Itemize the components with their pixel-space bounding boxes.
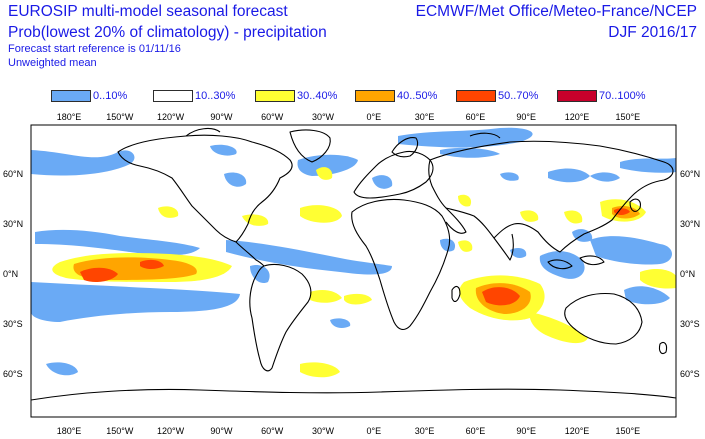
lat-label-left: 60°N	[3, 169, 23, 179]
lat-label-left: 60°S	[3, 369, 23, 379]
legend-label: 70..100%	[599, 90, 646, 102]
lon-label-bottom: 150°E	[615, 426, 640, 436]
lat-label-right: 30°N	[680, 219, 700, 229]
lon-label-top: 90°E	[516, 112, 536, 122]
lon-label-bottom: 30°W	[312, 426, 335, 436]
lon-label-top: 90°W	[210, 112, 233, 122]
legend-item-50-70: 50..70%	[456, 89, 538, 103]
latitude-labels: 60°N 60°N 30°N 30°N 0°N 0°N 30°S 30°S 60°S 60°S	[3, 169, 700, 379]
legend-label: 50..70%	[498, 90, 539, 102]
title-line-2: Prob(lowest 20% of climatology) - precip…	[8, 24, 327, 41]
forecast-map: 180°E 180°E 150°W 150°W 120°W 120°W 90°W 90°W 60…	[3, 112, 700, 436]
lat-label-right: 0°N	[680, 269, 695, 279]
weighting-note: Unweighted mean	[8, 57, 97, 69]
lat-label-left: 0°N	[3, 269, 18, 279]
lon-label-top: 180°E	[57, 112, 82, 122]
lon-label-bottom: 120°E	[565, 426, 590, 436]
lat-label-right: 60°N	[680, 169, 700, 179]
lat-label-left: 30°S	[3, 319, 23, 329]
legend-label: 10..30%	[195, 90, 236, 102]
lon-label-top: 150°W	[106, 112, 134, 122]
map-frame	[30, 124, 677, 418]
legend-label: 30..40%	[297, 90, 338, 102]
lon-label-top: 30°W	[312, 112, 335, 122]
lon-label-top: 120°E	[565, 112, 590, 122]
lon-label-top: 60°E	[466, 112, 486, 122]
legend-label: 0..10%	[93, 90, 128, 102]
lon-label-bottom: 180°E	[57, 426, 82, 436]
coastlines	[31, 127, 676, 401]
legend-item-30-40: 30..40%	[255, 89, 337, 103]
lat-label-right: 30°S	[680, 319, 700, 329]
legend-swatch	[557, 90, 597, 102]
legend-item-0-10: 0..10%	[51, 89, 127, 103]
forecast-reference: Forecast start reference is 01/11/16	[8, 43, 181, 55]
lon-label-top: 60°W	[261, 112, 284, 122]
title-line-1: EUROSIP multi-model seasonal forecast	[8, 3, 288, 20]
legend-swatch	[255, 90, 295, 102]
lon-label-bottom: 90°W	[210, 426, 233, 436]
lon-label-top: 0°E	[366, 112, 381, 122]
lat-label-right: 60°S	[680, 369, 700, 379]
legend-swatch	[456, 90, 496, 102]
lon-label-top: 120°W	[157, 112, 185, 122]
longitude-labels: 180°E 180°E 150°W 150°W 120°W 120°W 90°W 90°W 60…	[57, 112, 640, 436]
high-probability-regions	[80, 208, 630, 306]
lon-label-top: 30°E	[415, 112, 435, 122]
legend-item-40-50: 40..50%	[355, 89, 437, 103]
centres-title: ECMWF/Met Office/Meteo-France/NCEP	[415, 3, 697, 20]
lon-label-bottom: 60°W	[261, 426, 284, 436]
lat-label-left: 30°N	[3, 219, 23, 229]
legend-swatch	[153, 90, 193, 102]
lon-label-bottom: 60°E	[466, 426, 486, 436]
lon-label-bottom: 120°W	[157, 426, 185, 436]
lon-label-bottom: 30°E	[415, 426, 435, 436]
legend-swatch	[355, 90, 395, 102]
legend-label: 40..50%	[397, 90, 438, 102]
lon-label-bottom: 90°E	[516, 426, 536, 436]
lon-label-bottom: 0°E	[366, 426, 381, 436]
lon-label-bottom: 150°W	[106, 426, 134, 436]
legend-item-10-30: 10..30%	[153, 89, 235, 103]
legend-item-70-100: 70..100%	[557, 89, 645, 103]
legend-swatch	[51, 90, 91, 102]
season-title: DJF 2016/17	[608, 24, 697, 41]
lon-label-top: 150°E	[615, 112, 640, 122]
